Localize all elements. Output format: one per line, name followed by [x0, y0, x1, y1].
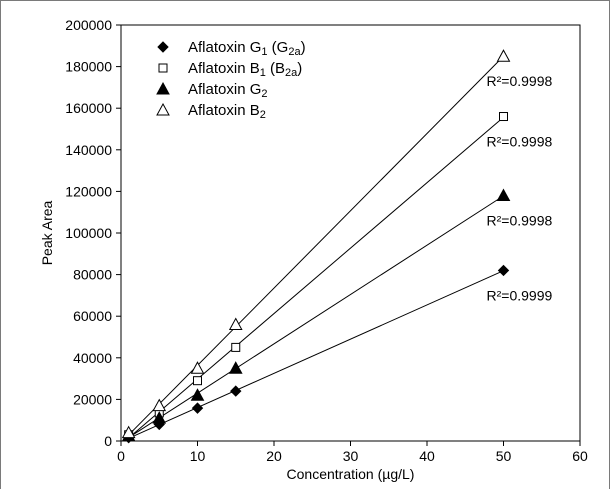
y-tick-label: 20000 — [73, 391, 112, 407]
series-3-r2-label: R²=0.9998 — [487, 213, 553, 229]
series-4-point — [496, 49, 511, 62]
series-4-point — [152, 398, 167, 412]
series-3-point — [228, 361, 243, 374]
x-axis-title: Concentration (µg/L) — [287, 466, 415, 482]
legend: Aflatoxin G1 (G2a) Aflatoxin B1 (B2a) Afla… — [156, 39, 306, 121]
y-tick-label: 180000 — [65, 59, 112, 75]
series-2-point — [499, 112, 508, 122]
series-2-r2-label: R²=0.9998 — [487, 134, 553, 150]
series-1-point — [497, 264, 510, 277]
series-4-point — [228, 317, 243, 331]
series-2-point — [231, 342, 241, 352]
axes: 0 10 20 30 40 50 60 0 20000 40000 60000 80000 100000… — [65, 17, 588, 464]
series-1-point — [230, 385, 242, 397]
x-tick-label: 60 — [572, 448, 588, 464]
y-axis-title: Peak Area — [39, 200, 55, 265]
series-4-point — [190, 361, 205, 374]
y-tick-label: 40000 — [73, 350, 112, 366]
y-tick-label: 160000 — [65, 100, 112, 116]
series-3-legend-label: Aflatoxin G2 — [188, 81, 268, 100]
series-3-point — [152, 411, 167, 424]
series-3-point — [496, 188, 511, 202]
r2-labels: R²=0.9999 R²=0.9998 R²=0.9998 R²=0.9998 — [487, 73, 553, 303]
y-tick-label: 60000 — [73, 308, 112, 324]
series-4-fit-line — [128, 55, 504, 436]
series-1-legend-marker — [157, 41, 169, 53]
x-tick-label: 50 — [496, 448, 512, 464]
y-tick-label: 80000 — [73, 267, 112, 283]
fit-lines — [128, 55, 504, 439]
series-1-point — [191, 402, 204, 414]
x-tick-label: 0 — [117, 448, 125, 464]
series-1-legend-label: Aflatoxin G1 (G2a) — [188, 39, 306, 58]
x-tick-label: 10 — [190, 448, 206, 464]
series-4-legend-marker — [156, 102, 170, 116]
y-tick-label: 100000 — [65, 225, 112, 241]
series-3-legend-marker — [156, 81, 170, 95]
series-4-r2-label: R²=0.9998 — [487, 73, 553, 89]
series-3-point — [190, 388, 205, 401]
y-tick-label: 140000 — [65, 142, 112, 158]
data-markers — [121, 49, 511, 444]
series-2-legend-label: Aflatoxin B1 (B2a) — [188, 60, 302, 79]
series-4-point — [121, 425, 136, 439]
series-2-fit-line — [128, 116, 504, 439]
y-tick-label: 120000 — [65, 183, 112, 199]
series-3-fit-line — [128, 195, 504, 438]
series-4-legend-label: Aflatoxin B2 — [188, 102, 266, 121]
series-2-point — [193, 376, 202, 386]
series-1-fit-line — [128, 270, 504, 439]
x-tick-label: 20 — [266, 448, 282, 464]
x-tick-label: 40 — [419, 448, 435, 464]
x-tick-label: 30 — [343, 448, 359, 464]
series-1-r2-label: R²=0.9999 — [487, 287, 553, 303]
y-tick-label: 200000 — [65, 17, 112, 33]
series-2-legend-marker — [158, 63, 168, 73]
y-tick-label: 0 — [104, 433, 112, 449]
